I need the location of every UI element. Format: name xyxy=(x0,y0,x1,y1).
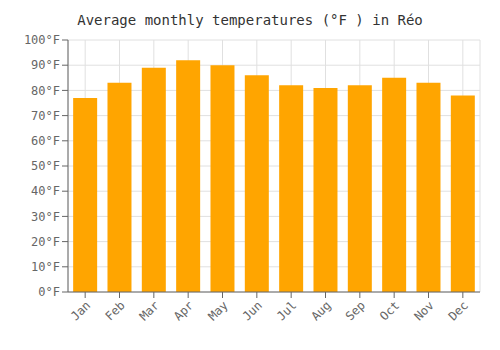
svg-text:Jul: Jul xyxy=(274,298,299,323)
svg-text:Jun: Jun xyxy=(240,298,265,323)
svg-text:Mar: Mar xyxy=(137,298,162,323)
svg-text:30°F: 30°F xyxy=(31,210,60,224)
svg-text:40°F: 40°F xyxy=(31,184,60,198)
svg-text:20°F: 20°F xyxy=(31,235,60,249)
svg-text:Apr: Apr xyxy=(171,298,196,323)
svg-text:Dec: Dec xyxy=(446,298,471,323)
svg-text:70°F: 70°F xyxy=(31,109,60,123)
svg-text:Jan: Jan xyxy=(68,298,93,323)
svg-text:10°F: 10°F xyxy=(31,260,60,274)
svg-text:0°F: 0°F xyxy=(38,285,60,299)
svg-text:May: May xyxy=(205,298,230,323)
svg-text:Nov: Nov xyxy=(411,298,436,323)
svg-text:90°F: 90°F xyxy=(31,58,60,72)
svg-text:Sep: Sep xyxy=(343,298,368,323)
svg-text:100°F: 100°F xyxy=(24,33,60,47)
svg-text:Aug: Aug xyxy=(308,298,333,323)
html-text:Average monthly temperatures (: Average monthly temperatures (°F ) in Ré… xyxy=(77,12,423,28)
svg-text:Oct: Oct xyxy=(377,298,402,323)
svg-text:60°F: 60°F xyxy=(31,134,60,148)
svg-text:Feb: Feb xyxy=(102,298,127,323)
svg-text:50°F: 50°F xyxy=(31,159,60,173)
svg-text:80°F: 80°F xyxy=(31,84,60,98)
